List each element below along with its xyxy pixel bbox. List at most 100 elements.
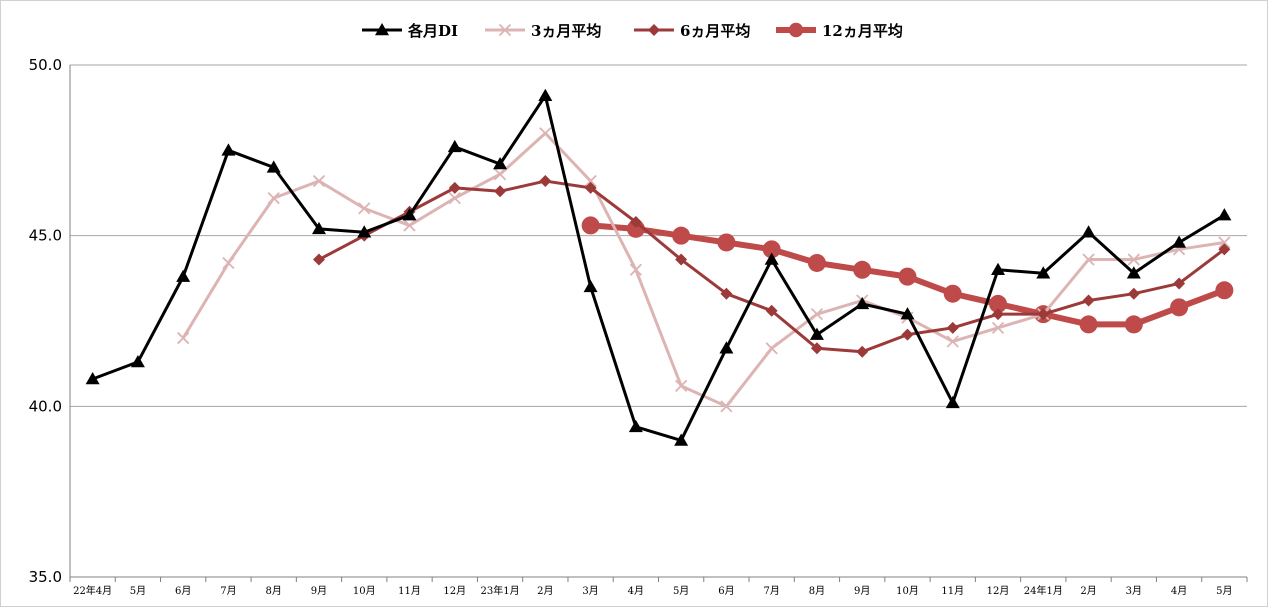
data-point — [539, 127, 552, 140]
y-tick-labels: 50.0 45.0 40.0 35.0 — [29, 56, 62, 586]
data-point — [1172, 235, 1187, 248]
data-point — [1215, 281, 1234, 300]
legend-label: 6ヵ月平均 — [680, 22, 750, 40]
x-tick-label: 5月 — [1216, 585, 1232, 597]
data-point — [674, 433, 689, 446]
data-point — [809, 327, 824, 340]
data-point — [765, 304, 778, 317]
x-tick-label: 4月 — [1171, 585, 1187, 597]
data-point — [375, 23, 389, 36]
data-point — [448, 181, 461, 194]
x-tick-label: 6月 — [175, 585, 191, 597]
data-point — [85, 372, 100, 385]
data-point — [720, 287, 733, 300]
data-point — [1036, 266, 1051, 279]
x-tick-label: 11月 — [941, 585, 964, 597]
data-point — [1079, 315, 1098, 334]
data-point — [674, 379, 688, 392]
x-tick-label: 4月 — [628, 585, 644, 597]
y-tick-label: 35.0 — [29, 568, 62, 586]
data-point — [312, 174, 326, 188]
data-point — [221, 143, 236, 156]
data-point — [1170, 298, 1189, 317]
x-tick-label: 9月 — [854, 585, 870, 597]
data-point — [719, 341, 734, 354]
data-point — [494, 185, 507, 198]
x-tick-label: 23年1月 — [481, 584, 520, 597]
data-point — [177, 331, 190, 345]
legend: 各月DI 3ヵ月平均 6ヵ月平均 12ヵ月平均 — [362, 22, 903, 40]
data-point — [810, 308, 824, 321]
data-point — [1127, 287, 1140, 300]
legend-item: 6ヵ月平均 — [634, 22, 750, 40]
data-point — [992, 308, 1005, 321]
data-point — [403, 219, 416, 232]
x-tick-label: 11月 — [398, 585, 421, 597]
data-point — [1081, 225, 1096, 238]
data-point — [628, 419, 643, 433]
data-point — [901, 328, 914, 341]
data-point — [267, 191, 280, 205]
data-point — [402, 208, 417, 221]
data-point — [991, 321, 1005, 334]
data-point — [672, 226, 691, 245]
legend-item: 3ヵ月平均 — [485, 22, 601, 40]
series-layer — [85, 88, 1234, 446]
data-point — [945, 395, 960, 409]
data-point — [222, 256, 235, 270]
data-point — [448, 191, 461, 205]
data-point — [853, 260, 872, 279]
data-point — [717, 233, 736, 252]
x-tick-label: 7月 — [220, 585, 236, 597]
data-point — [788, 22, 804, 38]
data-point — [629, 216, 642, 229]
data-point — [312, 253, 325, 266]
data-point — [856, 345, 869, 358]
data-point — [266, 160, 281, 173]
data-point — [130, 354, 145, 368]
x-tick-label: 7月 — [763, 585, 779, 597]
data-point — [900, 307, 915, 320]
data-point — [1218, 243, 1231, 256]
data-point — [581, 216, 600, 235]
x-tick-label: 8月 — [809, 585, 825, 597]
x-tick-label: 12月 — [443, 585, 466, 597]
y-tick-label: 50.0 — [29, 56, 62, 74]
data-point — [311, 221, 326, 235]
legend-item: 各月DI — [362, 22, 458, 40]
data-point — [1217, 208, 1232, 221]
grid-lines — [70, 64, 1247, 407]
x-tick-label: 3月 — [1126, 585, 1142, 597]
data-point — [991, 262, 1006, 276]
x-tick-label: 9月 — [311, 585, 327, 597]
x-tick-label: 24年1月 — [1024, 584, 1063, 597]
data-point — [1082, 253, 1095, 266]
data-point — [1173, 277, 1186, 290]
data-point — [648, 24, 660, 36]
data-point — [539, 175, 552, 188]
series-2 — [312, 175, 1231, 358]
data-point — [447, 139, 462, 153]
data-point — [807, 253, 826, 272]
data-point — [493, 168, 507, 181]
data-point — [946, 321, 959, 334]
data-point — [629, 263, 643, 276]
data-point — [1124, 315, 1143, 334]
data-point — [1037, 308, 1050, 321]
data-point — [1126, 266, 1141, 279]
data-point — [1127, 253, 1140, 266]
y-tick-label: 40.0 — [29, 397, 62, 415]
x-tick-labels: 22年4月 5月 6月 7月 8月 9月 10月 11月 12月 23年1月 2月 3月 4月 5月 6月 7… — [73, 584, 1232, 597]
x-tick-label: 2月 — [537, 585, 553, 597]
data-point — [493, 156, 508, 170]
x-tick-label: 5月 — [130, 585, 146, 597]
data-point — [855, 296, 870, 310]
y-tick-label: 45.0 — [29, 227, 62, 245]
x-tick-label: 22年4月 — [73, 584, 112, 597]
data-point — [584, 174, 597, 188]
legend-label: 各月DI — [407, 22, 458, 40]
data-point — [176, 269, 191, 282]
legend-label: 3ヵ月平均 — [531, 22, 601, 40]
